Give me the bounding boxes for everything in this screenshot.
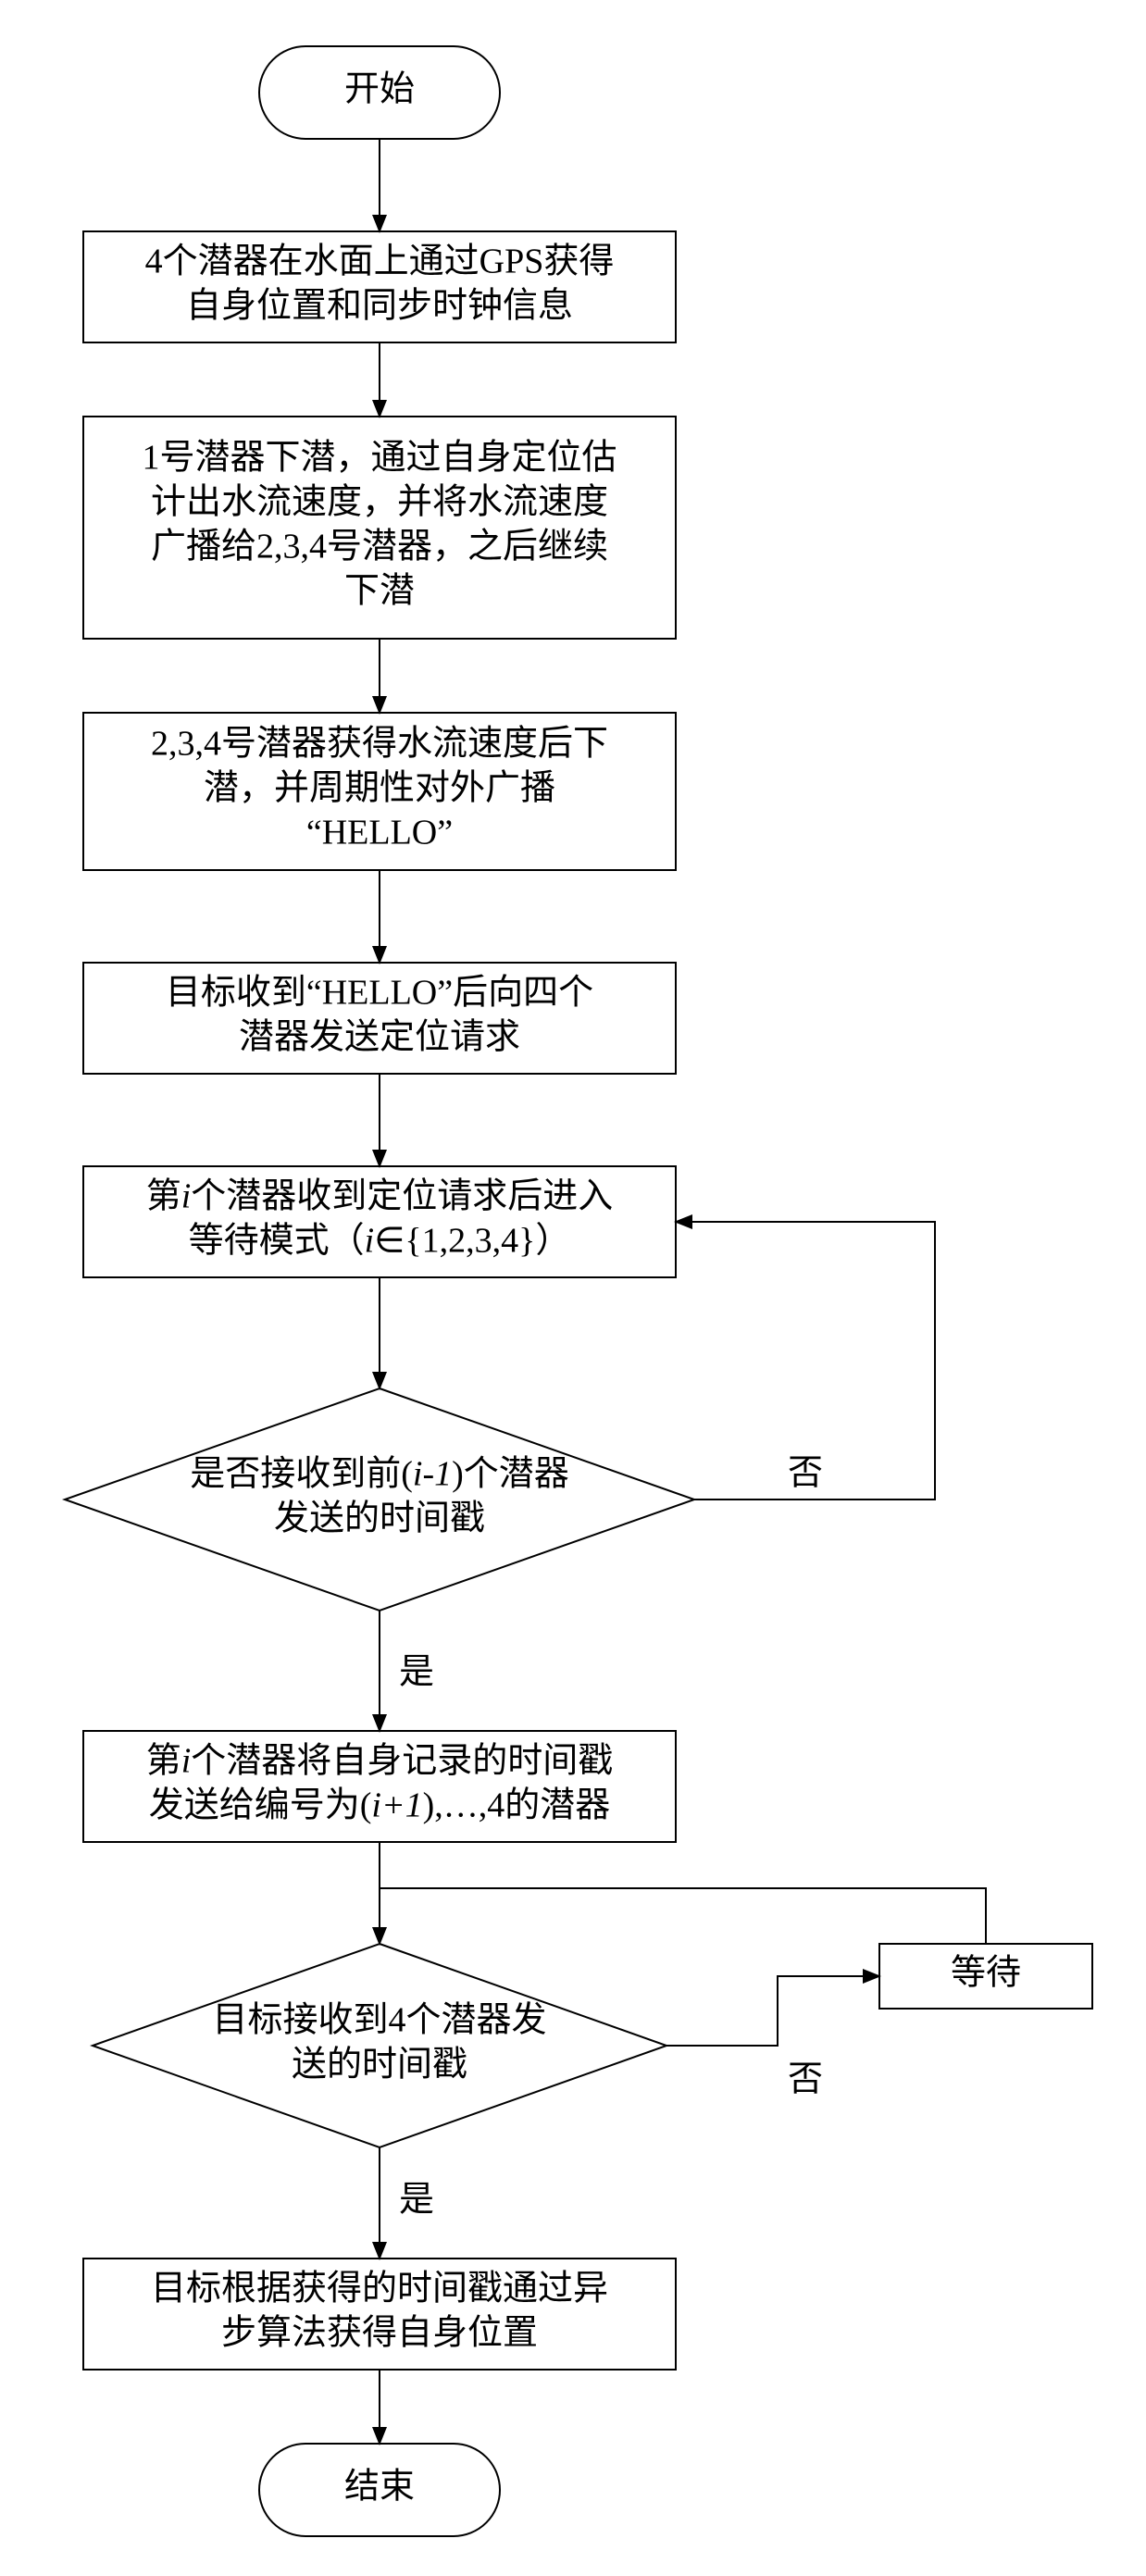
svg-text:第i个潜器收到定位请求后进入等待模式（i∈{1,2,3,4}: 第i个潜器收到定位请求后进入等待模式（i∈{1,2,3,4}） <box>146 1177 614 1261</box>
edge-d2-right-wait-left: 否 <box>666 1976 879 2099</box>
svg-text:开始: 开始 <box>344 70 415 109</box>
flowchart-canvas: 是否否是 开始4个潜器在水面上通过GPS获得自身位置和同步时钟信息1号潜器下潜，… <box>0 0 1146 2576</box>
edge-label-是: 是 <box>399 1653 434 1692</box>
node-start: 开始 <box>259 46 500 139</box>
node-wait: 等待 <box>879 1944 1092 2009</box>
edge-label-否: 否 <box>788 2060 823 2099</box>
node-end: 结束 <box>259 2444 500 2536</box>
svg-text:1号潜器下潜，通过自身定位估计出水流速度，并将水流速度广播给: 1号潜器下潜，通过自身定位估计出水流速度，并将水流速度广播给2,3,4号潜器，之… <box>142 439 617 611</box>
node-b5: 第i个潜器收到定位请求后进入等待模式（i∈{1,2,3,4}） <box>83 1166 676 1277</box>
edge-d2-bottom-b7-top: 是 <box>380 2147 434 2259</box>
node-b7: 目标根据获得的时间戳通过异步算法获得自身位置 <box>83 2259 676 2370</box>
svg-text:目标接收到4个潜器发送的时间戳: 目标接收到4个潜器发送的时间戳 <box>212 2001 546 2084</box>
node-b6: 第i个潜器将自身记录的时间戳发送给编号为(i+1),…,4的潜器 <box>83 1731 676 1842</box>
svg-text:结束: 结束 <box>344 2468 415 2507</box>
edge-label-是: 是 <box>399 2181 434 2220</box>
node-b3: 2,3,4号潜器获得水流速度后下潜，并周期性对外广播“HELLO” <box>83 713 676 870</box>
svg-text:4个潜器在水面上通过GPS获得自身位置和同步时钟信息: 4个潜器在水面上通过GPS获得自身位置和同步时钟信息 <box>145 243 615 326</box>
edge-wait-top-d2-in <box>380 1888 986 1944</box>
node-b4: 目标收到“HELLO”后向四个潜器发送定位请求 <box>83 963 676 1074</box>
edge-d1-right-b5-right: 否 <box>676 1222 935 1500</box>
svg-text:等待: 等待 <box>951 1954 1021 1993</box>
node-d2: 目标接收到4个潜器发送的时间戳 <box>93 1944 666 2147</box>
svg-text:目标收到“HELLO”后向四个潜器发送定位请求: 目标收到“HELLO”后向四个潜器发送定位请求 <box>166 974 593 1057</box>
node-b1: 4个潜器在水面上通过GPS获得自身位置和同步时钟信息 <box>83 231 676 342</box>
edge-d1-bottom-b6-top: 是 <box>380 1611 434 1731</box>
svg-text:是否接收到前(i-1)个潜器发送的时间戳: 是否接收到前(i-1)个潜器发送的时间戳 <box>190 1455 569 1538</box>
node-d1: 是否接收到前(i-1)个潜器发送的时间戳 <box>65 1388 694 1611</box>
node-b2: 1号潜器下潜，通过自身定位估计出水流速度，并将水流速度广播给2,3,4号潜器，之… <box>83 417 676 639</box>
edge-label-否: 否 <box>788 1454 823 1493</box>
svg-text:2,3,4号潜器获得水流速度后下潜，并周期性对外广播“HEL: 2,3,4号潜器获得水流速度后下潜，并周期性对外广播“HELLO” <box>151 725 608 852</box>
svg-text:目标根据获得的时间戳通过异步算法获得自身位置: 目标根据获得的时间戳通过异步算法获得自身位置 <box>151 2270 608 2353</box>
nodes-layer: 开始 4个潜器在水面上通过GPS获得自身位置和同步时钟信息 1号潜器下潜，通过自身定… <box>65 46 1092 2536</box>
svg-text:第i个潜器将自身记录的时间戳发送给编号为(i+1),…,4的: 第i个潜器将自身记录的时间戳发送给编号为(i+1),…,4的潜器 <box>146 1742 614 1825</box>
